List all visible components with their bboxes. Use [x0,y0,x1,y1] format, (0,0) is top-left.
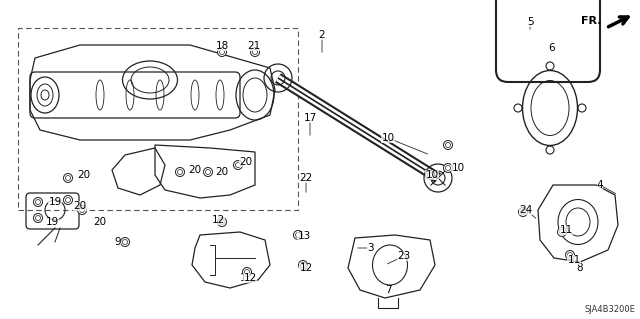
Text: 12: 12 [243,273,257,283]
Text: 10: 10 [451,163,465,173]
Text: 21: 21 [248,41,260,51]
Circle shape [218,48,227,56]
Text: 19: 19 [49,197,61,207]
Text: 18: 18 [216,41,228,51]
Text: 11: 11 [568,255,580,265]
Circle shape [444,140,452,150]
Text: 20: 20 [216,167,228,177]
Circle shape [294,231,303,240]
Circle shape [234,160,243,169]
Text: 1: 1 [240,273,246,283]
Text: 23: 23 [397,251,411,261]
Circle shape [63,174,72,182]
Text: 6: 6 [548,43,556,53]
Text: 2: 2 [319,30,325,40]
Text: 11: 11 [559,225,573,235]
Circle shape [557,227,566,236]
Text: 20: 20 [188,165,202,175]
Text: 19: 19 [45,217,59,227]
Circle shape [298,261,307,270]
Text: 12: 12 [211,215,225,225]
Text: 5: 5 [527,17,533,27]
Text: 12: 12 [300,263,312,273]
Text: 9: 9 [115,237,122,247]
Text: 17: 17 [303,113,317,123]
Circle shape [243,268,252,277]
Circle shape [204,167,212,176]
Text: 3: 3 [367,243,373,253]
Circle shape [566,250,575,259]
Circle shape [218,218,227,226]
Text: 7: 7 [385,285,391,295]
Text: 8: 8 [577,263,583,273]
Text: 20: 20 [77,170,91,180]
Text: SJA4B3200E: SJA4B3200E [584,305,635,314]
Circle shape [444,164,452,173]
Circle shape [33,197,42,206]
Circle shape [426,170,435,180]
Circle shape [120,238,129,247]
Text: 10: 10 [426,170,438,180]
Circle shape [33,213,42,222]
Text: 20: 20 [93,217,107,227]
Text: 13: 13 [298,231,310,241]
Circle shape [77,205,86,214]
Text: 10: 10 [381,133,395,143]
Text: FR.: FR. [582,16,602,26]
Circle shape [518,207,527,217]
Text: 20: 20 [74,201,86,211]
Circle shape [175,167,184,176]
Text: 4: 4 [596,180,604,190]
Circle shape [63,196,72,204]
Text: 24: 24 [520,205,532,215]
Text: 22: 22 [300,173,312,183]
Text: 20: 20 [239,157,253,167]
Bar [18,28,298,210]
Circle shape [250,48,259,56]
